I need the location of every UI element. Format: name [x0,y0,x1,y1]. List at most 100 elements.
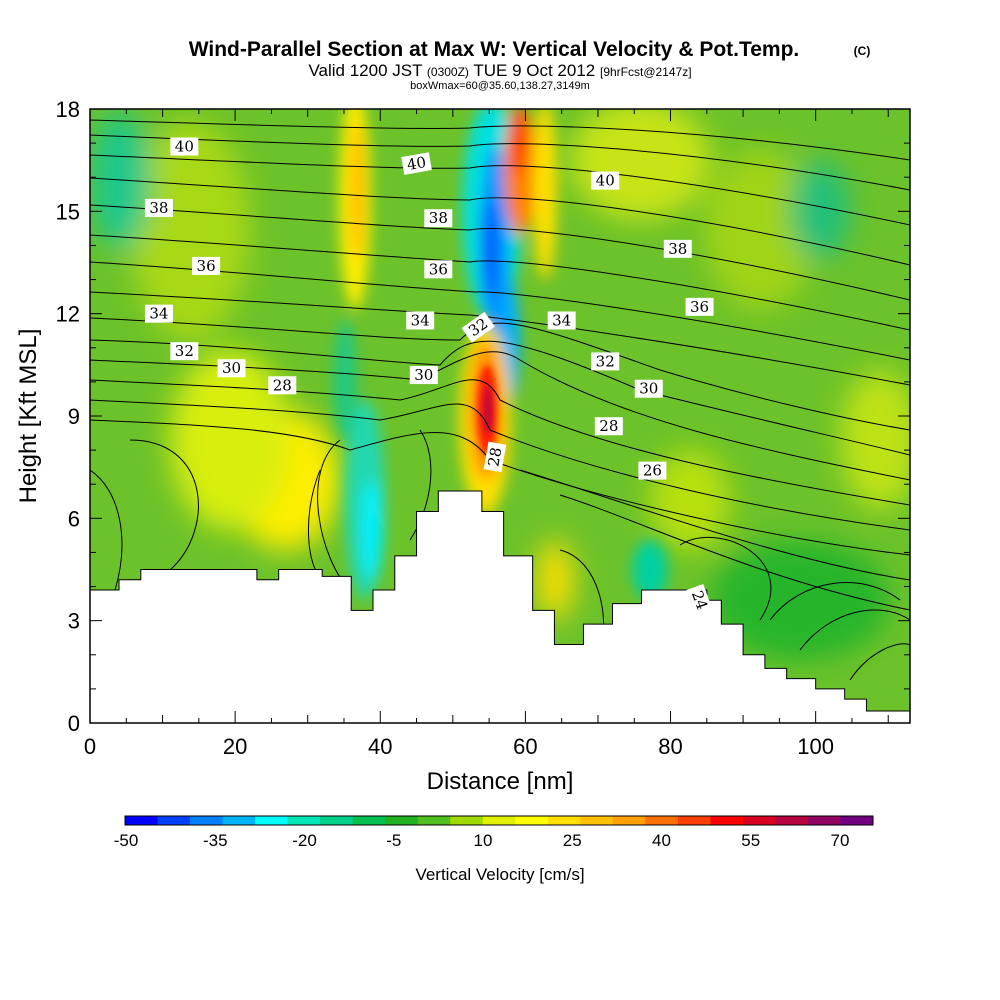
y-tick-label: 3 [68,609,80,634]
contour-label-box [268,376,297,395]
contour-label-box [591,352,620,371]
teal-mid-right [632,540,668,600]
contour-label: 28 [268,376,297,395]
contour-label-text: 32 [175,342,194,360]
yellow-lower-mid [537,540,573,620]
x-tick-label: 80 [658,734,682,759]
contour-line [90,399,910,531]
updraft-core [483,385,493,435]
contour-label-box [547,311,576,330]
contour-label: 40 [401,152,432,175]
colorbar-tick-label: 40 [652,831,671,850]
lightgreen-upper-left [130,120,250,340]
contour-line [90,379,910,506]
contour-label-box [685,297,714,316]
cyan-left-core [362,480,382,580]
colorbar-swatch [775,816,809,825]
contour-label-text: 24 [688,588,711,612]
x-axis-label: Distance [nm] [427,768,574,795]
teal-upper-right [790,160,850,260]
contour-label: 24 [686,583,713,617]
contour-label-box [483,441,507,473]
contour-label-text: 30 [639,380,658,398]
contour-label-text: 30 [222,359,241,377]
contour-line [90,177,910,266]
copyright-mark: (C) [854,44,871,58]
contour-label: 36 [424,260,453,279]
colorbar-frame [124,815,874,826]
contour-line [90,339,910,456]
contour-line [90,234,910,331]
colorbar-swatch [450,816,484,825]
colorbar-tick-label: -20 [292,831,317,850]
x-tick-label: 60 [513,734,537,759]
contour-line [849,643,910,681]
lightgreen-lower-mid [650,450,730,550]
terrain-mask [90,490,910,723]
contour-line [769,582,901,621]
orange-column-core [351,120,363,260]
contour-label-text: 34 [149,305,168,323]
colorbar-swatch [645,816,679,825]
colorbar: -50 -35 -20 -5 10 25 40 55 70 [114,815,874,850]
contour-label-text: 36 [690,298,709,316]
contour-label-text: 28 [484,446,505,468]
contour-label-box [406,311,435,330]
contour-label-box [424,260,453,279]
contour-label: 38 [424,209,453,228]
colorbar-swatch [255,816,289,825]
contour-label-box [409,366,438,385]
contour-line [90,291,910,386]
contour-label-text: 40 [175,138,194,156]
contour-label-box [170,137,199,156]
y-tick-label: 12 [56,302,80,327]
terrain [90,490,910,723]
contour-label-text: 28 [599,417,618,435]
teal-left-upper [333,320,357,440]
contour-label-box [192,256,221,275]
contour-label-text: 38 [429,209,448,227]
contour-label: 30 [634,379,663,398]
contour-label: 40 [170,137,199,156]
colorbar-swatch [287,816,321,825]
colorbar-tick-label: -50 [114,831,139,850]
contour-label-text: 26 [643,462,662,480]
lightgreen-right-mid [705,150,815,310]
contour-label-text: 32 [596,352,615,370]
contour-label-text: 40 [406,153,428,174]
colorbar-swatch [807,816,841,825]
contour-label-box [591,171,620,190]
contour-label: 36 [192,256,221,275]
contour-label: 26 [638,461,667,480]
colorbar-tick-label: 70 [831,831,850,850]
contour-label: 28 [594,417,623,436]
colorbar-swatch [385,816,419,825]
contour-line [559,494,910,611]
contour-label-text: 36 [429,260,448,278]
contour-line [90,261,910,361]
contour-label: 30 [409,366,438,385]
contour-label-text: 34 [411,311,430,329]
lightgreen-far-right [840,370,910,510]
contour-label: 32 [591,352,620,371]
colorbar-swatch [222,816,256,825]
contour-label-text: 28 [273,376,292,394]
y-axis-label: Height [Kft MSL] [15,329,42,504]
title-block: Wind-Parallel Section at Max W: Vertical… [189,38,871,92]
colorbar-tick-label: 55 [741,831,760,850]
colorbar-swatch [612,816,646,825]
contour-label: 36 [685,297,714,316]
colorbar-swatch [547,816,581,825]
colorbar-swatch [417,816,451,825]
field-cores [477,365,497,455]
colorbar-swatch [742,816,776,825]
box-info: boxWmax=60@35.60,138.27,3149m [410,80,590,92]
contour-label-text: 38 [668,240,687,258]
contour-label-text: 40 [596,172,615,190]
x-axis: 0 20 40 60 80 100 [84,109,889,759]
colorbar-swatch [515,816,549,825]
colorbar-swatch [482,816,516,825]
colorbar-swatch [320,816,354,825]
colorbar-swatch [580,816,614,825]
contour-label: 38 [144,198,173,217]
